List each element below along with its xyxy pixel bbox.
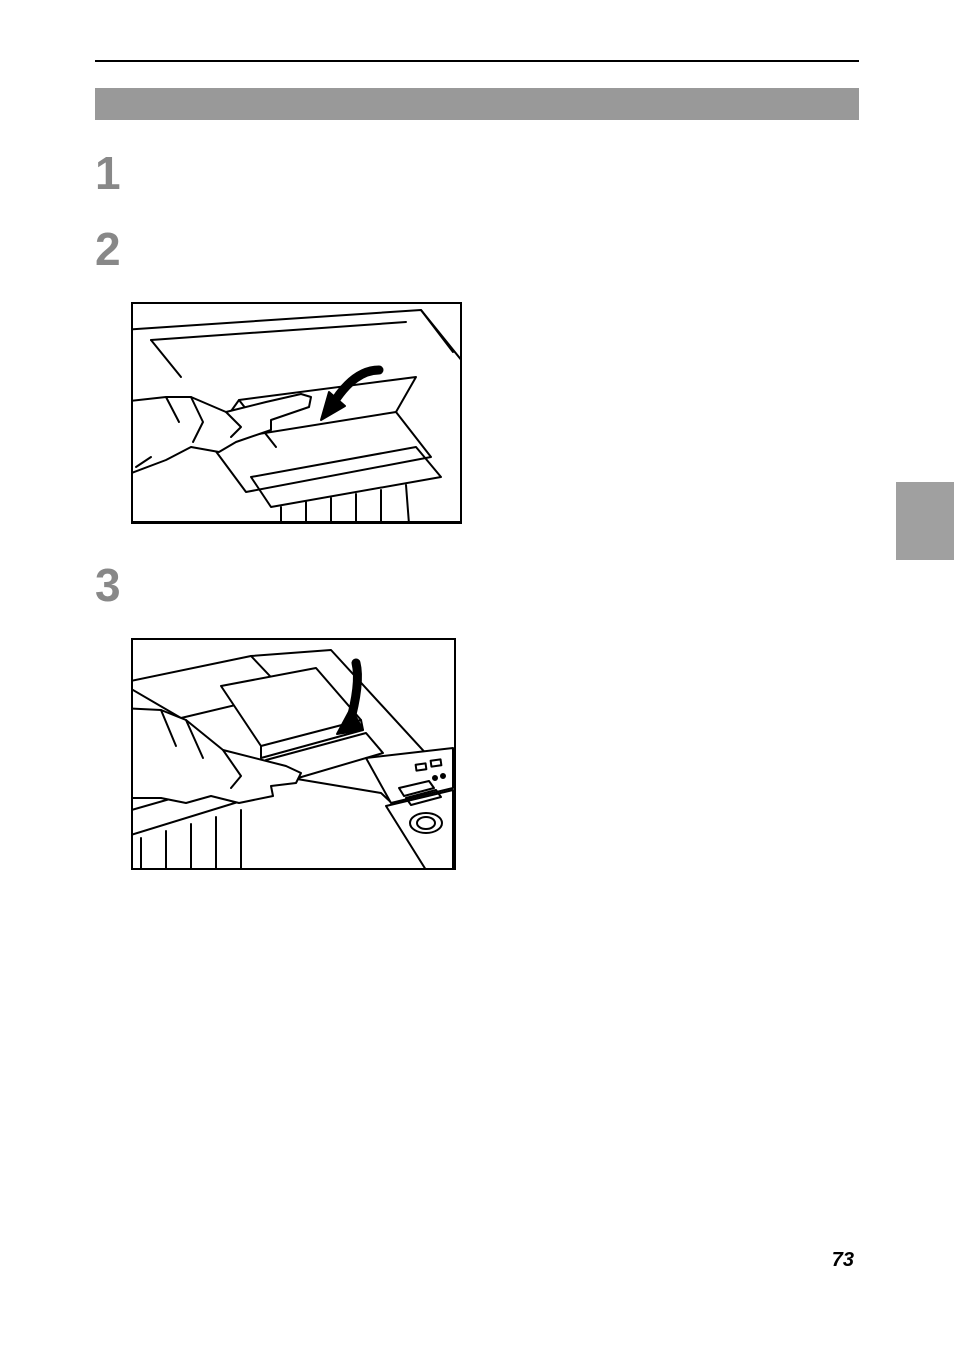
step-2: 2 <box>95 226 859 272</box>
step-number: 1 <box>95 150 145 196</box>
step-number: 3 <box>95 562 145 608</box>
illustration-1 <box>131 302 859 524</box>
step-number: 2 <box>95 226 145 272</box>
illustration-2 <box>131 638 859 870</box>
step-1: 1 <box>95 150 859 196</box>
top-rule <box>95 60 859 62</box>
page-number: 73 <box>832 1249 854 1272</box>
page-content: 1 2 <box>0 0 954 1348</box>
step-3: 3 <box>95 562 859 608</box>
section-heading-bar <box>95 88 859 120</box>
